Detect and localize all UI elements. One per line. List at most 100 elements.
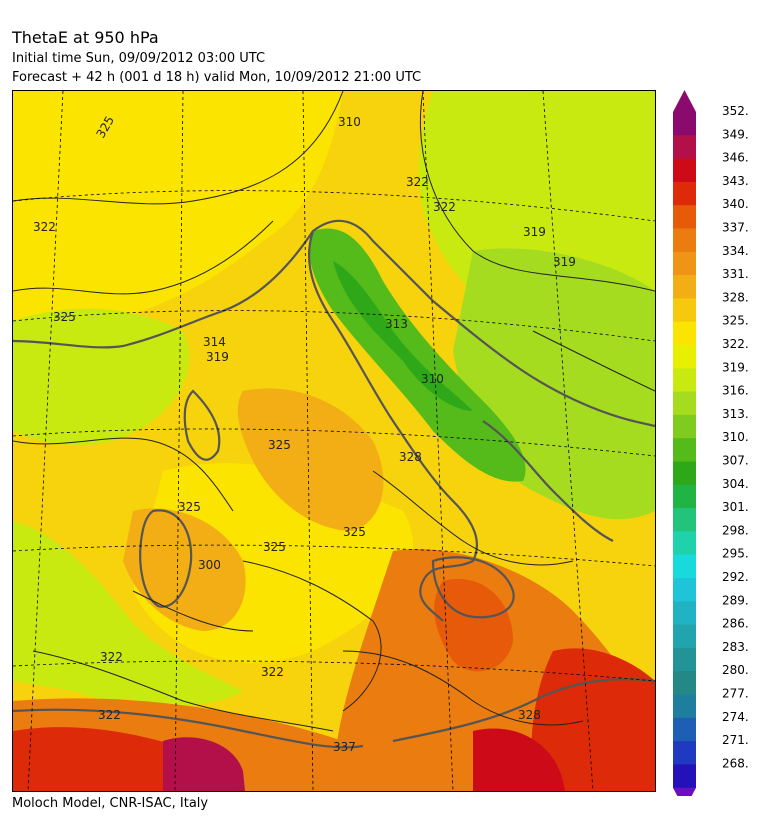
colorbar-label: 325.: [722, 314, 749, 328]
contour-label: 313: [385, 317, 408, 331]
colorbar-label: 349.: [722, 127, 749, 141]
colorbar-swatch: [673, 181, 696, 206]
contour-label: 322: [433, 200, 456, 214]
colorbar-label: 274.: [722, 710, 749, 724]
colorbar-label: 268.: [722, 756, 749, 770]
colorbar-swatch: [673, 671, 696, 695]
colorbar-label: 322.: [722, 337, 749, 351]
contour-label: 337: [333, 740, 356, 754]
colorbar-label: 340.: [722, 197, 749, 211]
thetae-map: 325 322 319 314 319 313 310 322 319 325 …: [12, 90, 656, 792]
colorbar: 352. 349. 346. 343. 340. 337. 334. 331. 328. 325.…: [670, 88, 760, 810]
contour-label: 325: [53, 310, 76, 324]
colorbar-label: 316.: [722, 384, 749, 398]
contour-label: 310: [338, 115, 361, 129]
colorbar-swatch: [673, 624, 696, 649]
colorbar-swatch: [673, 345, 696, 369]
colorbar-arrow-top: [673, 90, 696, 112]
colorbar-label: 271.: [722, 733, 749, 747]
contour-label: 314: [203, 335, 226, 349]
colorbar-swatch: [673, 578, 696, 602]
colorbar-swatch: [673, 438, 696, 462]
contour-label: 322: [406, 175, 429, 189]
colorbar-label: 304.: [722, 477, 749, 491]
colorbar-swatch: [673, 508, 696, 532]
colorbar-swatch: [673, 647, 696, 672]
contour-label: 325: [178, 500, 201, 514]
colorbar-label: 307.: [722, 454, 749, 468]
zone-red-southeast: [531, 648, 655, 791]
colorbar-label: 352.: [722, 104, 749, 118]
colorbar-label: 280.: [722, 663, 749, 677]
colorbar-swatch: [673, 205, 696, 229]
colorbar-swatch: [673, 135, 696, 160]
colorbar-swatch: [673, 112, 696, 136]
colorbar-label: 331.: [722, 267, 749, 281]
forecast-time: Forecast + 42 h (001 d 18 h) valid Mon, …: [12, 70, 422, 85]
colorbar-swatch: [673, 298, 696, 323]
colorbar-swatch: [673, 321, 696, 346]
zone-darkorange-sicily: [434, 579, 513, 672]
contour-label: 325: [263, 540, 286, 554]
contour-label: 328: [518, 708, 541, 722]
model-credit: Moloch Model, CNR-ISAC, Italy: [12, 796, 209, 811]
zone-orange-italy: [237, 388, 384, 531]
colorbar-label: 313.: [722, 407, 749, 421]
colorbar-swatch: [673, 228, 696, 253]
colorbar-swatch: [673, 601, 696, 626]
zone-red-libya: [473, 728, 565, 791]
contour-label-group: 325 322 319 314 319 313 310 322 319 325 …: [33, 114, 576, 754]
colorbar-swatch: [673, 484, 696, 509]
contour-label: 322: [98, 708, 121, 722]
zone-magenta-africa: [163, 737, 245, 791]
colorbar-label: 301.: [722, 500, 749, 514]
colorbar-label: 334.: [722, 244, 749, 258]
colorbar-label: 328.: [722, 290, 749, 304]
colorbar-label: 298.: [722, 523, 749, 537]
coastlines: [13, 219, 655, 749]
colorbar-swatch: [673, 251, 696, 276]
zone-red-africa: [13, 727, 203, 791]
colorbar-swatch: [673, 741, 696, 765]
contour-label: 319: [553, 255, 576, 269]
colorbar-label: 286.: [722, 617, 749, 631]
contour-label: 325: [268, 438, 291, 452]
contour-label: 310: [421, 372, 444, 386]
contour-label: 319: [206, 350, 229, 364]
colorbar-label: 310.: [722, 430, 749, 444]
colorbar-label: 337.: [722, 221, 749, 235]
colorbar-label: 277.: [722, 687, 749, 701]
colorbar-swatch: [673, 694, 696, 719]
contour-label: 300: [198, 558, 221, 572]
colorbar-swatch: [673, 554, 696, 579]
colorbar-swatch: [673, 764, 696, 789]
colorbar-swatch: [673, 461, 696, 486]
contour-label: 328: [399, 450, 422, 464]
colorbar-label: 292.: [722, 570, 749, 584]
colorbar-label: 346.: [722, 151, 749, 165]
contour-label: 322: [100, 650, 123, 664]
initial-time: Initial time Sun, 09/09/2012 03:00 UTC: [12, 51, 266, 66]
colorbar-label: 319.: [722, 360, 749, 374]
zone-darkgreen-adriatic: [333, 261, 473, 411]
colorbar-swatch: [673, 531, 696, 556]
colorbar-swatch: [673, 391, 696, 416]
colorbar-arrow-bottom: [673, 787, 696, 810]
colorbar-label: 283.: [722, 640, 749, 654]
colorbar-label: 343.: [722, 174, 749, 188]
contour-label: 322: [261, 665, 284, 679]
colorbar-swatch: [673, 275, 696, 299]
colorbar-label: 289.: [722, 593, 749, 607]
colorbar-swatch: [673, 717, 696, 742]
chart-title: ThetaE at 950 hPa: [12, 28, 159, 47]
zone-yellow-nw: [13, 91, 343, 341]
colorbar-swatch: [673, 368, 696, 393]
contour-lines: [13, 91, 655, 732]
contour-label: 322: [33, 220, 56, 234]
colorbar-label: 295.: [722, 547, 749, 561]
colorbar-swatch: [673, 158, 696, 183]
contour-label: 325: [343, 525, 366, 539]
colorbar-swatch: [673, 414, 696, 439]
contour-label: 319: [523, 225, 546, 239]
zone-orange-sardinia: [123, 508, 246, 631]
